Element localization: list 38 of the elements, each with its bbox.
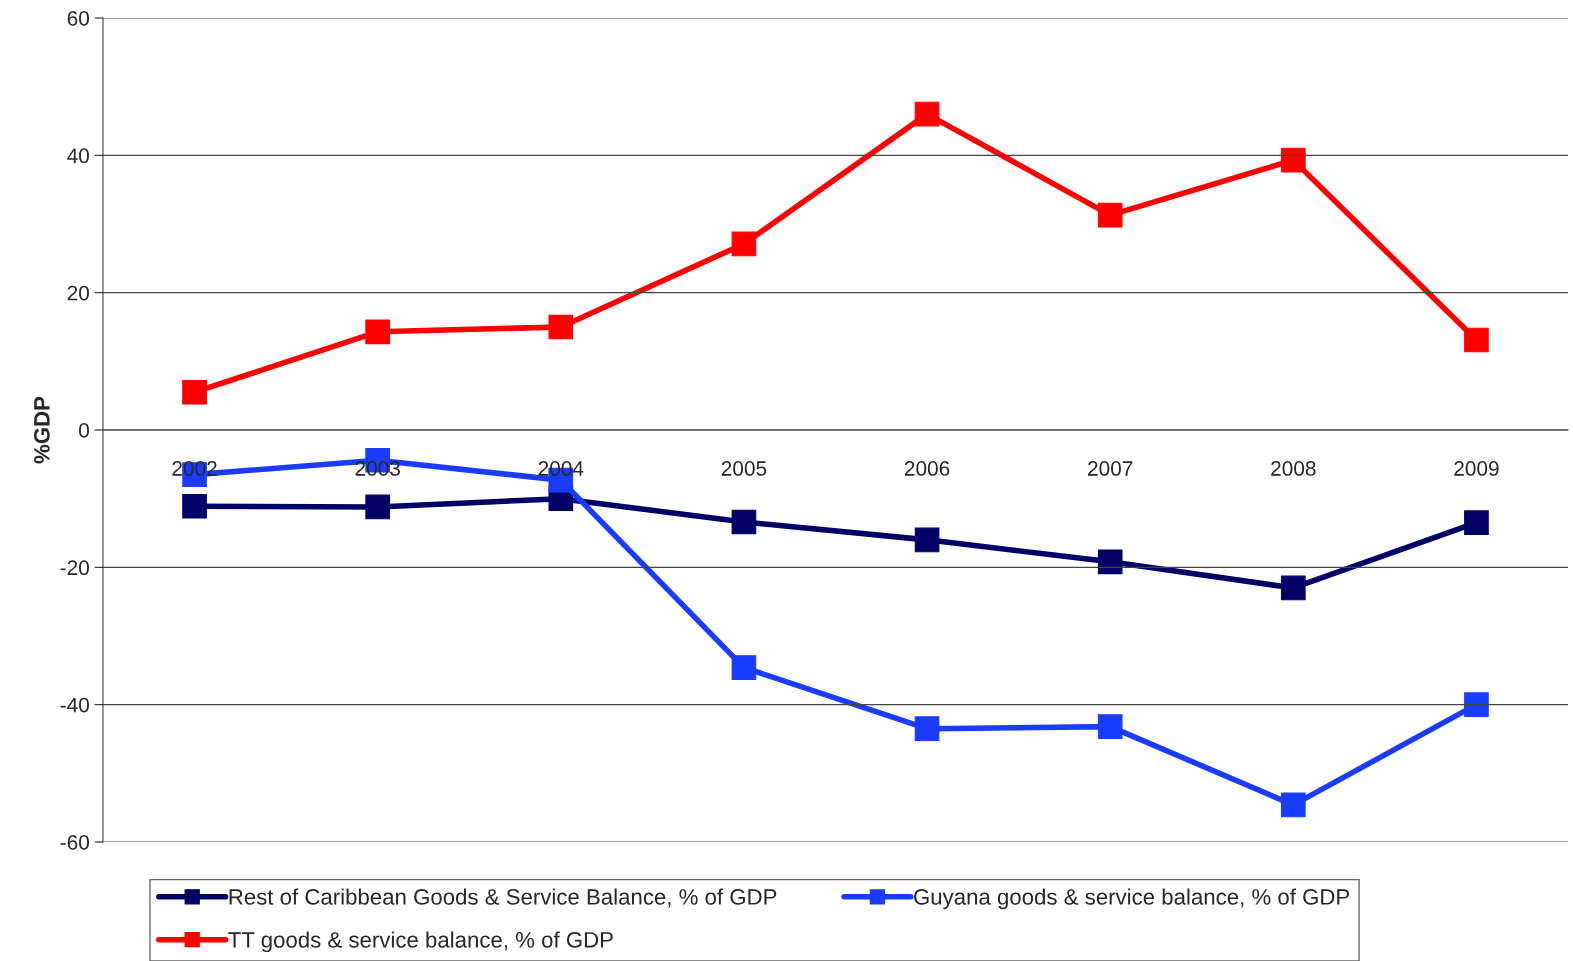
- point: [1280, 147, 1306, 173]
- point: [731, 509, 757, 535]
- y-tick-label: 20: [67, 285, 89, 301]
- point: [1280, 792, 1306, 818]
- legend-label: TT goods & service balance, % of GDP: [228, 931, 613, 953]
- y-tick-label: -20: [60, 560, 89, 576]
- legend-label: Guyana goods & service balance, % of GDP: [914, 888, 1350, 910]
- y-tick-label: -60: [60, 835, 89, 850]
- point: [548, 314, 574, 340]
- point: [365, 319, 391, 345]
- y-tick-label: -40: [60, 697, 89, 713]
- point: [731, 231, 757, 257]
- point: [1464, 327, 1489, 353]
- point: [182, 493, 207, 519]
- y-tick-label: 0: [79, 423, 89, 438]
- x-tick-label: 2007: [1088, 461, 1133, 476]
- x-tick-label: 2009: [1454, 461, 1499, 476]
- y-axis-title: %GDP: [34, 396, 50, 464]
- point: [1464, 510, 1489, 536]
- point: [1464, 692, 1489, 717]
- y-tick-label: 40: [67, 148, 89, 164]
- point: [914, 527, 940, 553]
- x-tick-label: 2008: [1271, 461, 1316, 476]
- y-tick-label: 60: [67, 11, 89, 26]
- point: [1097, 549, 1123, 575]
- point: [1280, 575, 1306, 601]
- x-tick-label: 2006: [904, 461, 950, 476]
- point: [182, 379, 207, 405]
- point: [731, 655, 757, 680]
- x-tick-label: 2004: [538, 461, 584, 476]
- point: [914, 101, 940, 127]
- point: [1097, 714, 1123, 739]
- point: [914, 716, 940, 742]
- legend-label: Rest of Caribbean Goods & Service Balance, % of GDP: [229, 888, 777, 908]
- point: [365, 494, 391, 520]
- point: [1097, 202, 1123, 228]
- x-tick-label: 2003: [355, 461, 400, 476]
- x-tick-label: 2005: [721, 461, 767, 476]
